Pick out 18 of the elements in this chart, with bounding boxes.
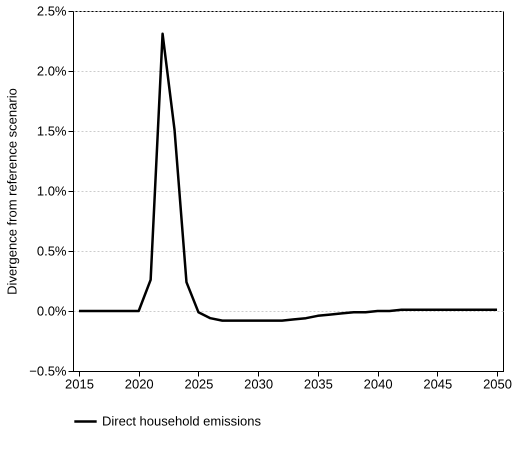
y-tick-label: 2.0%: [36, 64, 67, 78]
x-tick-label: 2015: [65, 376, 94, 392]
y-tick-label: 1.5%: [36, 124, 67, 138]
x-tick-label: 2035: [304, 376, 333, 392]
x-tick-label: 2020: [124, 376, 154, 392]
legend-label: Direct household emissions: [102, 414, 262, 428]
y-axis-title: Divergence from reference scenario: [4, 88, 20, 295]
y-tick-label: 0.0%: [36, 304, 67, 318]
y-tick-label: 1.0%: [36, 184, 67, 198]
line-series: [78, 32, 498, 322]
y-tick-label: 2.5%: [36, 4, 67, 18]
x-tick-label: 2050: [483, 376, 512, 392]
x-tick-label: 2040: [364, 376, 393, 392]
x-tick-label: 2025: [184, 376, 214, 392]
y-tick-label: 0.5%: [36, 244, 67, 258]
x-tick-label: 2030: [244, 376, 274, 392]
y-tick-label: −0.5%: [29, 364, 67, 378]
x-tick-label: 2045: [423, 376, 452, 392]
